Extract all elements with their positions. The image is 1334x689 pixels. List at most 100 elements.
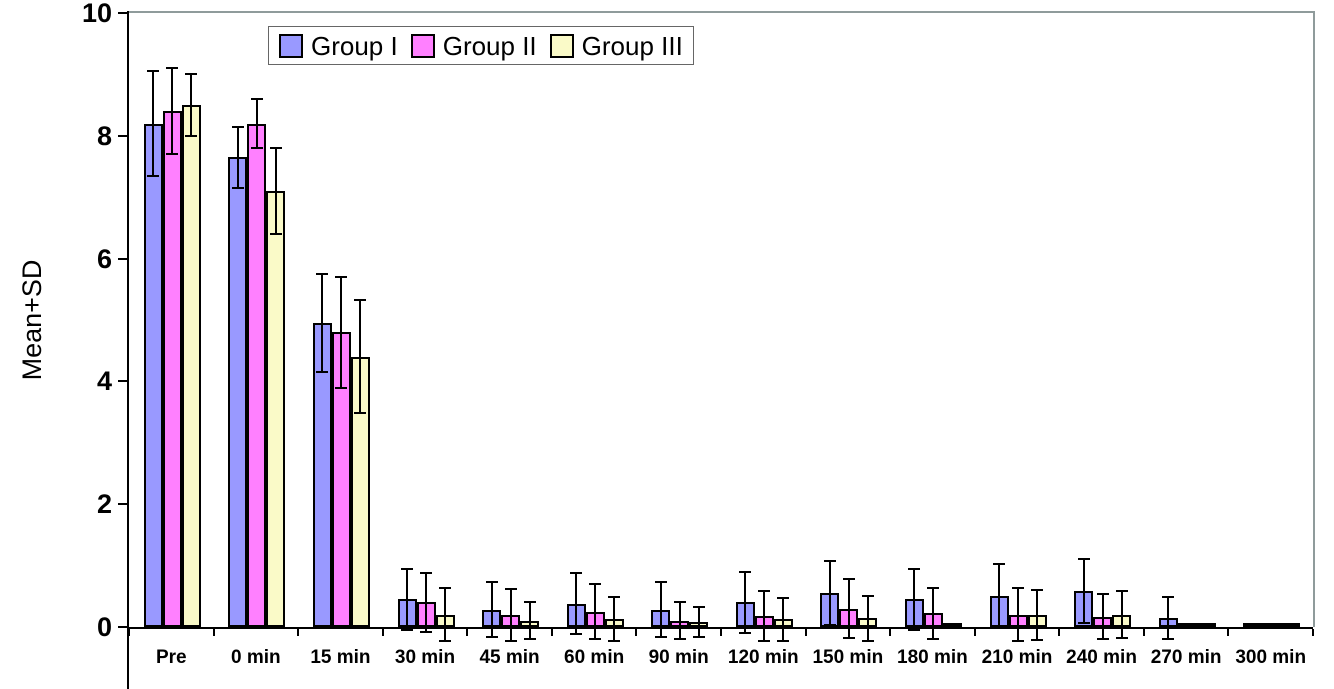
error-bar-cap-bottom [401, 629, 413, 632]
y-tick-mark [118, 380, 127, 383]
error-bar-cap-top [523, 601, 536, 604]
x-tick-mark [889, 629, 892, 636]
error-bar-cap-top [1031, 588, 1043, 591]
bar-groupi-0 [143, 123, 163, 627]
error-bar-line [866, 596, 869, 641]
error-bar-line [490, 582, 493, 638]
error-bar-cap-top [1162, 595, 1175, 598]
y-tick-label: 0 [96, 612, 112, 642]
error-bar-cap-bottom [354, 412, 367, 415]
error-bar-line [274, 148, 277, 235]
x-tick-label: 210 min [981, 647, 1053, 668]
error-bar-cap-bottom [1115, 637, 1128, 640]
error-bar-cap-top [401, 567, 413, 570]
y-tick-mark [118, 12, 127, 14]
error-bar-line [659, 582, 662, 638]
error-bar-cap-top [316, 272, 329, 275]
error-bar-cap-bottom [485, 636, 498, 639]
error-bar-cap-top [861, 595, 874, 598]
x-tick-mark [1142, 629, 1145, 636]
error-bar-cap-top [250, 97, 263, 100]
error-bar-cap-bottom [269, 233, 282, 236]
error-bar-cap-bottom [823, 624, 836, 627]
bar-groupiii-12 [1196, 623, 1216, 627]
error-bar-cap-top [485, 581, 498, 584]
bar-groupii-13 [1262, 623, 1282, 627]
error-bar-line [509, 588, 512, 641]
x-tick-label: 0 min [231, 647, 281, 668]
error-bar-line [528, 602, 531, 640]
bar-groupii-0 [162, 111, 182, 627]
x-tick-mark [720, 629, 722, 636]
error-bar-line [763, 591, 766, 641]
error-bar-line [782, 597, 785, 641]
error-bar-cap-bottom [523, 638, 536, 641]
error-bar-cap-top [589, 583, 602, 586]
error-bar-line [1120, 591, 1123, 639]
legend-label: Group I [311, 30, 398, 61]
y-tick-label: 4 [96, 366, 112, 397]
y-tick-label: 6 [96, 243, 112, 274]
error-bar-cap-top [777, 596, 790, 599]
plot-border-right [1313, 11, 1315, 627]
x-tick-label: 240 min [1066, 647, 1137, 668]
y-axis-line [127, 11, 129, 689]
error-bar-cap-bottom [777, 639, 790, 642]
error-bar-cap-bottom [861, 639, 874, 642]
x-tick-mark [973, 629, 976, 636]
error-bar-line [1017, 588, 1019, 642]
error-bar-cap-bottom [166, 153, 179, 156]
error-bar-line [613, 596, 616, 642]
error-bar-cap-top [354, 299, 367, 302]
y-tick-label: 10 [81, 0, 112, 28]
error-bar-cap-top [654, 581, 667, 584]
error-bar-line [998, 564, 1000, 629]
bar-groupi-1 [228, 157, 248, 627]
error-bar-cap-top [1077, 558, 1090, 561]
x-tick-mark [1227, 629, 1230, 636]
error-bar-cap-bottom [185, 134, 198, 137]
x-tick-mark [1058, 629, 1061, 636]
bar-groupiii-13 [1281, 623, 1301, 627]
error-bar-cap-top [739, 570, 752, 573]
x-tick-label: 60 min [564, 647, 625, 668]
error-bar-cap-bottom [993, 627, 1005, 630]
error-bar-cap-top [439, 587, 451, 590]
error-bar-line [321, 273, 324, 373]
error-bar-cap-bottom [570, 633, 583, 636]
x-tick-label: 15 min [310, 647, 371, 668]
error-bar-cap-bottom [654, 636, 667, 639]
error-bar-line [425, 572, 427, 632]
error-bar-cap-bottom [673, 638, 686, 641]
y-tick-mark [118, 257, 127, 260]
y-tick-mark [118, 626, 127, 628]
legend-entry: Group III [549, 33, 683, 59]
error-bar-cap-top [335, 276, 348, 279]
y-tick-mark [118, 503, 127, 506]
error-bar-line [1101, 594, 1104, 639]
error-bar-cap-bottom [1077, 622, 1090, 625]
error-bar-cap-top [823, 560, 836, 563]
x-tick-mark [804, 629, 807, 636]
x-tick-mark [212, 629, 215, 636]
error-bar-cap-bottom [231, 186, 244, 189]
x-tick-mark [1312, 629, 1314, 636]
x-tick-mark [550, 629, 553, 636]
x-tick-label: 120 min [727, 647, 799, 668]
error-bar-cap-top [166, 67, 179, 70]
error-bar-cap-bottom [692, 635, 705, 638]
error-bar-cap-bottom [1096, 637, 1109, 640]
x-tick-mark [635, 629, 638, 636]
error-bar-cap-top [185, 73, 198, 76]
error-bar-line [1036, 589, 1038, 640]
legend-label: Group II [442, 30, 537, 61]
error-bar-cap-bottom [589, 638, 602, 641]
error-bar-line [190, 74, 193, 136]
x-tick-label: Pre [155, 647, 187, 668]
error-bar-cap-bottom [439, 640, 451, 643]
error-bar-cap-top [147, 70, 160, 73]
y-tick-mark [118, 134, 127, 137]
error-bar-line [594, 584, 597, 640]
bar-groupiii-9 [942, 623, 962, 627]
